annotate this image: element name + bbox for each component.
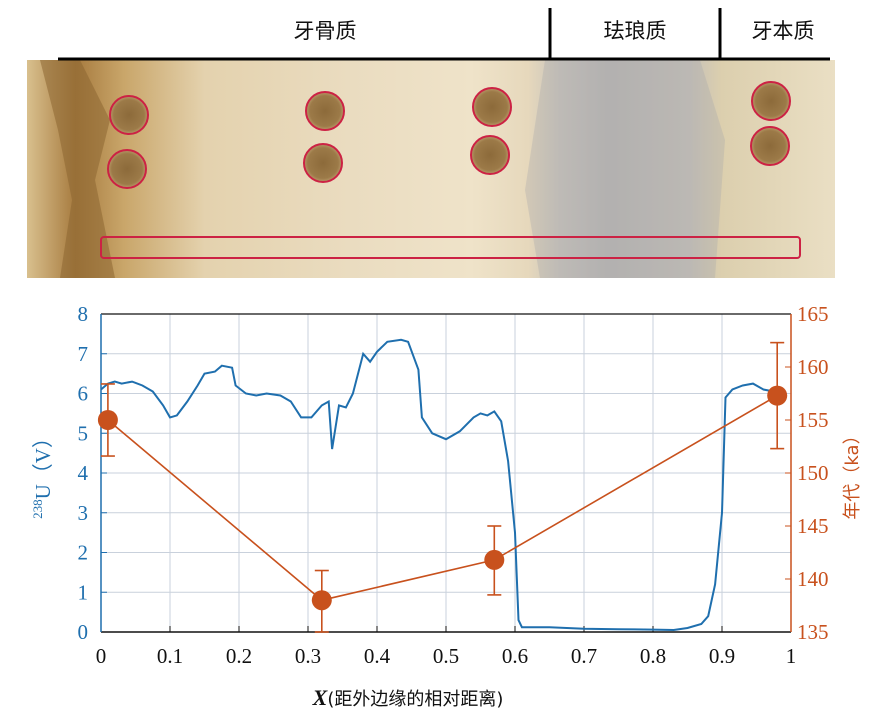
age-data-point (484, 549, 505, 570)
y-left-tick-label: 2 (78, 541, 89, 565)
sampling-spots (107, 81, 791, 189)
x-tick-label: 0.8 (640, 644, 666, 668)
y-left-tick-label: 8 (78, 302, 89, 326)
y-right-tick-label: 140 (797, 567, 829, 591)
y-left-tick-label: 0 (78, 620, 89, 644)
enamel-shadow-band (525, 60, 725, 278)
y-right-tick-label: 145 (797, 514, 829, 538)
x-axis-title-symbol: X (312, 685, 329, 710)
y-left-tick-label: 3 (78, 501, 89, 525)
y-right-tick-label: 155 (797, 408, 829, 432)
sample-spot (107, 149, 147, 189)
sample-spot (109, 95, 149, 135)
x-tick-label: 0.2 (226, 644, 252, 668)
laser-scan-track (100, 236, 801, 259)
cementum-dark-band (40, 60, 115, 278)
y-left-tick-label: 7 (78, 342, 89, 366)
x-tick-label: 0.7 (571, 644, 597, 668)
y-left-tick-label: 5 (78, 421, 89, 445)
sample-spot (303, 143, 343, 183)
y-right-tick-label: 135 (797, 620, 829, 644)
age-series-line (107, 394, 778, 602)
sample-spot (470, 135, 510, 175)
y-left-axis-ticks: 0 1 2 3 4 5 6 7 8 (78, 302, 107, 644)
chart: 0 0.1 0.2 0.3 0.4 0.5 0.6 0.7 0.8 0.9 1 012345678 … (30, 302, 863, 710)
x-axis-ticks: 0 0.1 0.2 0.3 0.4 0.5 0.6 0.7 0.8 0.9 1 (96, 626, 797, 668)
x-tick-label: 0.6 (502, 644, 528, 668)
tooth-section-image (27, 60, 835, 278)
y-right-tick-label: 165 (797, 302, 829, 326)
age-data-point (311, 590, 332, 611)
y-left-axis-title: 238U（V） (30, 427, 55, 519)
grid (101, 314, 791, 632)
x-tick-label: 0.4 (364, 644, 391, 668)
x-tick-label: 0.5 (433, 644, 459, 668)
sample-spot (472, 87, 512, 127)
zone-label-enamel: 珐琅质 (604, 19, 667, 43)
age-data-point (97, 410, 118, 430)
photo-panel: 牙骨质 珐琅质 牙本质 (27, 8, 835, 278)
y-right-axis-ticks: 135 140 145 150 155 160 165 (785, 302, 829, 644)
x-tick-label: 0.3 (295, 644, 321, 668)
x-axis-title: X(距外边缘的相对距离) (312, 685, 504, 710)
age-data-point (767, 385, 788, 406)
x-tick-label: 0.1 (157, 644, 183, 668)
sample-spot (751, 81, 791, 121)
y-left-tick-label: 6 (78, 382, 89, 406)
y-right-axis-title: 年代（ka） (842, 426, 863, 519)
y-right-tick-label: 150 (797, 461, 829, 485)
y-left-axis-title-text: U（V） (31, 427, 55, 499)
zone-label-dentine: 牙本质 (752, 19, 815, 43)
y-left-tick-label: 1 (78, 580, 89, 604)
y-left-axis-title-superscript: 238 (30, 499, 45, 519)
y-left-tick-label: 4 (78, 461, 89, 485)
u238-series-line (100, 338, 774, 632)
sample-spot (305, 91, 345, 131)
x-tick-label: 0.9 (709, 644, 735, 668)
x-axis-title-text: (距外边缘的相对距离) (327, 689, 503, 710)
y-right-tick-label: 160 (797, 355, 829, 379)
x-tick-label: 0 (96, 644, 107, 668)
zone-label-cementum: 牙骨质 (294, 19, 357, 43)
sample-spot (750, 126, 790, 166)
age-series (97, 341, 788, 633)
x-tick-label: 1 (786, 644, 797, 668)
